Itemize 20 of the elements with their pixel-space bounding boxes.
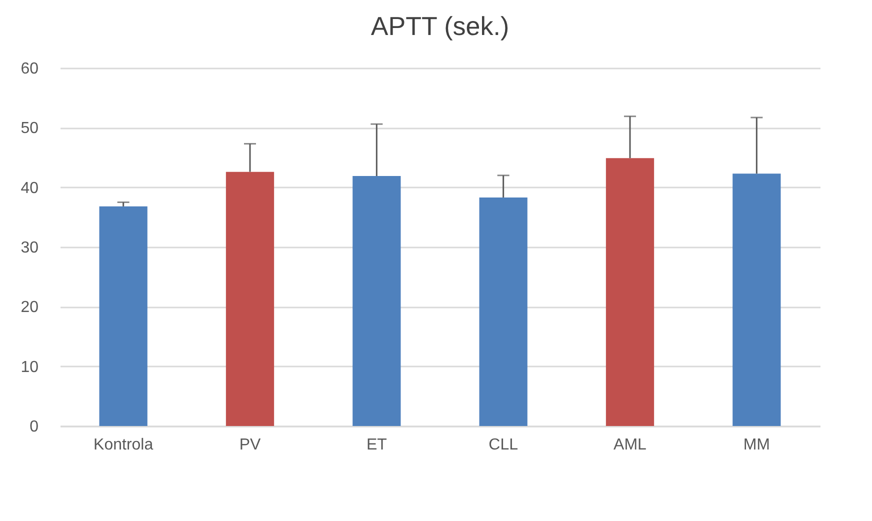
bar: [226, 172, 274, 426]
x-tick-label: CLL: [488, 436, 518, 454]
y-tick-label: 60: [20, 60, 39, 78]
bar: [479, 197, 528, 426]
y-tick-label: 0: [30, 418, 39, 436]
x-tick-label: Kontrola: [94, 436, 154, 454]
bar: [606, 158, 654, 426]
x-tick-label: PV: [239, 436, 261, 454]
bar: [732, 174, 781, 426]
y-tick-label: 40: [20, 180, 39, 197]
y-tick-label: 50: [20, 120, 39, 138]
chart-title: APTT (sek.): [370, 11, 510, 41]
y-tick-label: 10: [20, 358, 39, 376]
x-tick-label: ET: [366, 436, 388, 454]
x-tick-label: AML: [614, 436, 647, 454]
x-tick-label: MM: [743, 436, 770, 454]
bar: [99, 206, 148, 426]
bar: [352, 176, 401, 426]
y-tick-label: 20: [20, 299, 39, 316]
y-tick-label: 30: [20, 240, 39, 256]
